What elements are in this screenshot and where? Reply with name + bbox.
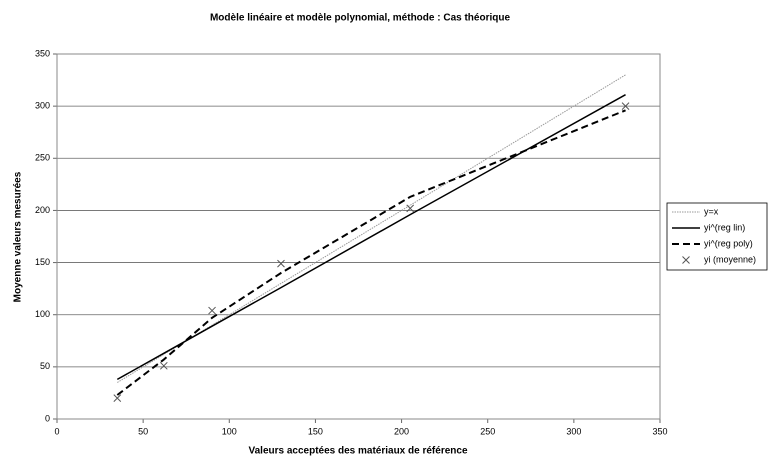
x-tick-label: 250 <box>480 426 495 436</box>
marker <box>406 204 415 213</box>
x-tick-label: 200 <box>394 426 409 436</box>
x-tick-label: 150 <box>308 426 323 436</box>
y-tick-label: 250 <box>35 153 50 163</box>
y-axis-label: Moyenne valeurs mesurées <box>13 171 24 302</box>
x-tick-label: 100 <box>222 426 237 436</box>
y-tick-label: 100 <box>35 309 50 319</box>
marker <box>621 102 630 110</box>
y-tick-label: 200 <box>35 205 50 215</box>
marker <box>277 259 285 268</box>
legend-label: yi^(reg poly) <box>704 238 753 248</box>
y-tick-label: 150 <box>35 257 50 267</box>
series-line <box>117 74 626 383</box>
legend-label: yi^(reg lin) <box>704 222 745 232</box>
marker <box>159 361 168 370</box>
chart-title: Modèle linéaire et modèle polynomial, mé… <box>210 13 510 24</box>
legend-label: y=x <box>704 206 719 216</box>
series-line <box>116 109 626 396</box>
x-tick-label: 300 <box>566 426 581 436</box>
x-axis-label: Valeurs acceptées des matériaux de référ… <box>248 446 467 457</box>
legend-box <box>666 202 768 271</box>
y-tick-label: 350 <box>35 48 50 58</box>
legend-label: yi (moyenne) <box>704 254 756 264</box>
series-line <box>116 94 626 381</box>
y-tick-label: 0 <box>45 413 50 423</box>
x-tick-label: 350 <box>652 426 667 436</box>
marker <box>682 256 690 264</box>
marker <box>113 394 122 402</box>
plot-frame <box>56 53 661 420</box>
y-tick-label: 50 <box>40 361 50 371</box>
y-tick-label: 300 <box>35 101 50 111</box>
x-tick-label: 50 <box>138 426 148 436</box>
marker <box>208 306 216 315</box>
x-tick-label: 0 <box>54 426 59 436</box>
